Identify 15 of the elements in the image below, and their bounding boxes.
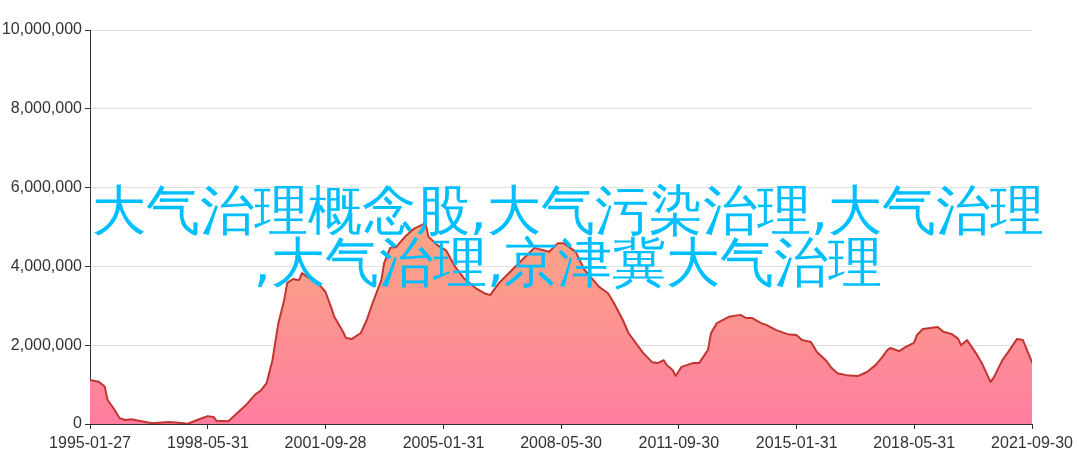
x-tick-label: 2005-01-31 <box>402 434 485 452</box>
y-tick-label: 6,000,000 <box>10 178 83 196</box>
x-tick-label: 2018-05-31 <box>873 434 956 452</box>
y-tick-label: 8,000,000 <box>10 99 83 117</box>
x-tick-label: 2021-09-30 <box>991 434 1074 452</box>
x-tick-label: 2015-01-31 <box>755 434 838 452</box>
x-tick-label: 1995-01-27 <box>49 434 132 452</box>
x-tick-label: 2011-09-30 <box>638 434 720 452</box>
x-tick-label: 2001-09-28 <box>284 434 367 452</box>
y-tick-label: 0 <box>73 414 83 432</box>
y-tick-label: 4,000,000 <box>10 256 83 274</box>
x-tick-label: 1998-05-31 <box>167 434 249 452</box>
y-tick-label: 2,000,000 <box>10 335 83 353</box>
x-tick-label: 2008-05-30 <box>520 434 603 452</box>
y-tick-label: 10,000,000 <box>1 20 83 38</box>
